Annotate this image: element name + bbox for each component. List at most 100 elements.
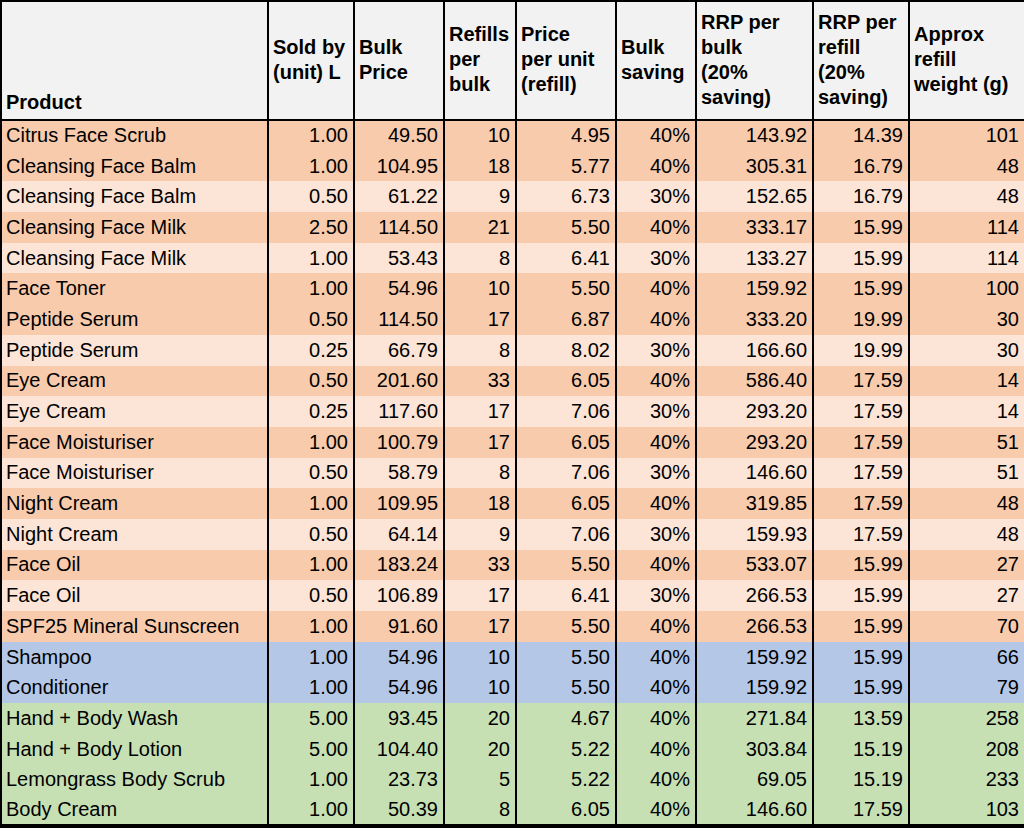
cell-rrp-per-bulk: 159.92: [696, 672, 813, 703]
cell-bulk-price: 66.79: [354, 335, 444, 366]
cell-bulk-price: 109.95: [354, 488, 444, 519]
cell-rrp-per-bulk: 533.07: [696, 550, 813, 581]
cell-refills-per-bulk: 10: [444, 642, 516, 673]
cell-refills-per-bulk: 10: [444, 120, 516, 151]
cell-bulk-saving: 40%: [616, 488, 696, 519]
cell-product: Peptide Serum: [1, 335, 268, 366]
cell-rrp-per-refill: 15.99: [813, 611, 909, 642]
cell-price-per-unit: 5.22: [516, 734, 616, 765]
cell-price-per-unit: 5.50: [516, 642, 616, 673]
cell-product: SPF25 Mineral Sunscreen: [1, 611, 268, 642]
cell-price-per-unit: 6.05: [516, 366, 616, 397]
cell-sold-by-unit: 0.25: [268, 396, 354, 427]
cell-bulk-price: 100.79: [354, 427, 444, 458]
table-row: Cleansing Face Milk2.50114.50215.5040%33…: [1, 212, 1024, 243]
cell-sold-by-unit: 1.00: [268, 795, 354, 826]
cell-rrp-per-refill: 15.99: [813, 273, 909, 304]
column-header-product: Product: [1, 1, 268, 120]
cell-product: Cleansing Face Milk: [1, 243, 268, 274]
cell-bulk-price: 104.40: [354, 734, 444, 765]
column-header-bulk-saving: Bulk saving: [616, 1, 696, 120]
cell-product: Eye Cream: [1, 366, 268, 397]
cell-bulk-price: 93.45: [354, 703, 444, 734]
cell-product: Eye Cream: [1, 396, 268, 427]
cell-bulk-price: 91.60: [354, 611, 444, 642]
column-header-price-per-unit: Price per unit (refill): [516, 1, 616, 120]
cell-rrp-per-refill: 15.19: [813, 734, 909, 765]
cell-refill-weight: 233: [909, 764, 1024, 795]
cell-rrp-per-bulk: 266.53: [696, 611, 813, 642]
cell-sold-by-unit: 1.00: [268, 672, 354, 703]
cell-bulk-price: 58.79: [354, 458, 444, 489]
cell-bulk-saving: 40%: [616, 734, 696, 765]
cell-rrp-per-bulk: 293.20: [696, 427, 813, 458]
column-header-rrp-per-refill: RRP per refill (20% saving): [813, 1, 909, 120]
cell-refill-weight: 208: [909, 734, 1024, 765]
cell-rrp-per-refill: 17.59: [813, 396, 909, 427]
cell-sold-by-unit: 1.00: [268, 764, 354, 795]
cell-rrp-per-refill: 17.59: [813, 427, 909, 458]
cell-bulk-price: 201.60: [354, 366, 444, 397]
cell-bulk-saving: 40%: [616, 120, 696, 151]
cell-bulk-saving: 40%: [616, 550, 696, 581]
cell-refills-per-bulk: 20: [444, 734, 516, 765]
cell-rrp-per-refill: 15.99: [813, 243, 909, 274]
cell-price-per-unit: 6.05: [516, 488, 616, 519]
cell-price-per-unit: 8.02: [516, 335, 616, 366]
cell-rrp-per-refill: 13.59: [813, 703, 909, 734]
cell-price-per-unit: 7.06: [516, 396, 616, 427]
cell-bulk-price: 117.60: [354, 396, 444, 427]
cell-refill-weight: 70: [909, 611, 1024, 642]
cell-refills-per-bulk: 17: [444, 580, 516, 611]
cell-rrp-per-refill: 15.99: [813, 212, 909, 243]
table-row: Night Cream1.00109.95186.0540%319.8517.5…: [1, 488, 1024, 519]
table-row: Cleansing Face Milk1.0053.4386.4130%133.…: [1, 243, 1024, 274]
column-header-refill-weight: Approx refill weight (g): [909, 1, 1024, 120]
cell-refill-weight: 48: [909, 181, 1024, 212]
cell-sold-by-unit: 0.50: [268, 181, 354, 212]
table-row: Eye Cream0.50201.60336.0540%586.4017.591…: [1, 366, 1024, 397]
cell-refill-weight: 48: [909, 519, 1024, 550]
cell-sold-by-unit: 5.00: [268, 703, 354, 734]
cell-sold-by-unit: 1.00: [268, 488, 354, 519]
cell-refill-weight: 100: [909, 273, 1024, 304]
cell-product: Conditioner: [1, 672, 268, 703]
cell-refill-weight: 30: [909, 304, 1024, 335]
cell-bulk-saving: 40%: [616, 366, 696, 397]
cell-refill-weight: 51: [909, 458, 1024, 489]
cell-refill-weight: 114: [909, 243, 1024, 274]
table-row: Lemongrass Body Scrub1.0023.7355.2240%69…: [1, 764, 1024, 795]
refill-pricing-table: ProductSold by (unit) LBulk PriceRefills…: [0, 0, 1024, 828]
cell-bulk-saving: 40%: [616, 427, 696, 458]
table-row: Body Cream1.0050.3986.0540%146.6017.5910…: [1, 795, 1024, 826]
cell-refill-weight: 101: [909, 120, 1024, 151]
cell-bulk-price: 104.95: [354, 151, 444, 182]
cell-rrp-per-refill: 17.59: [813, 488, 909, 519]
cell-refills-per-bulk: 8: [444, 243, 516, 274]
pricing-spreadsheet: ProductSold by (unit) LBulk PriceRefills…: [0, 0, 1024, 833]
cell-price-per-unit: 5.50: [516, 273, 616, 304]
cell-rrp-per-bulk: 333.20: [696, 304, 813, 335]
cell-rrp-per-bulk: 159.92: [696, 642, 813, 673]
column-header-rrp-per-bulk: RRP per bulk (20% saving): [696, 1, 813, 120]
cell-price-per-unit: 7.06: [516, 519, 616, 550]
cell-rrp-per-bulk: 133.27: [696, 243, 813, 274]
cell-refills-per-bulk: 18: [444, 488, 516, 519]
cell-rrp-per-refill: 14.39: [813, 120, 909, 151]
cell-refills-per-bulk: 8: [444, 335, 516, 366]
cell-product: Hand + Body Wash: [1, 703, 268, 734]
cell-rrp-per-refill: 15.99: [813, 672, 909, 703]
cell-price-per-unit: 5.50: [516, 212, 616, 243]
cell-rrp-per-refill: 17.59: [813, 519, 909, 550]
table-row: Face Moisturiser1.00100.79176.0540%293.2…: [1, 427, 1024, 458]
cell-bulk-saving: 40%: [616, 611, 696, 642]
cell-refill-weight: 258: [909, 703, 1024, 734]
cell-refills-per-bulk: 21: [444, 212, 516, 243]
table-row: Shampoo1.0054.96105.5040%159.9215.9966: [1, 642, 1024, 673]
cell-refill-weight: 66: [909, 642, 1024, 673]
cell-sold-by-unit: 2.50: [268, 212, 354, 243]
cell-bulk-saving: 30%: [616, 335, 696, 366]
cell-product: Face Toner: [1, 273, 268, 304]
table-row: Eye Cream0.25117.60177.0630%293.2017.591…: [1, 396, 1024, 427]
cell-refills-per-bulk: 17: [444, 427, 516, 458]
